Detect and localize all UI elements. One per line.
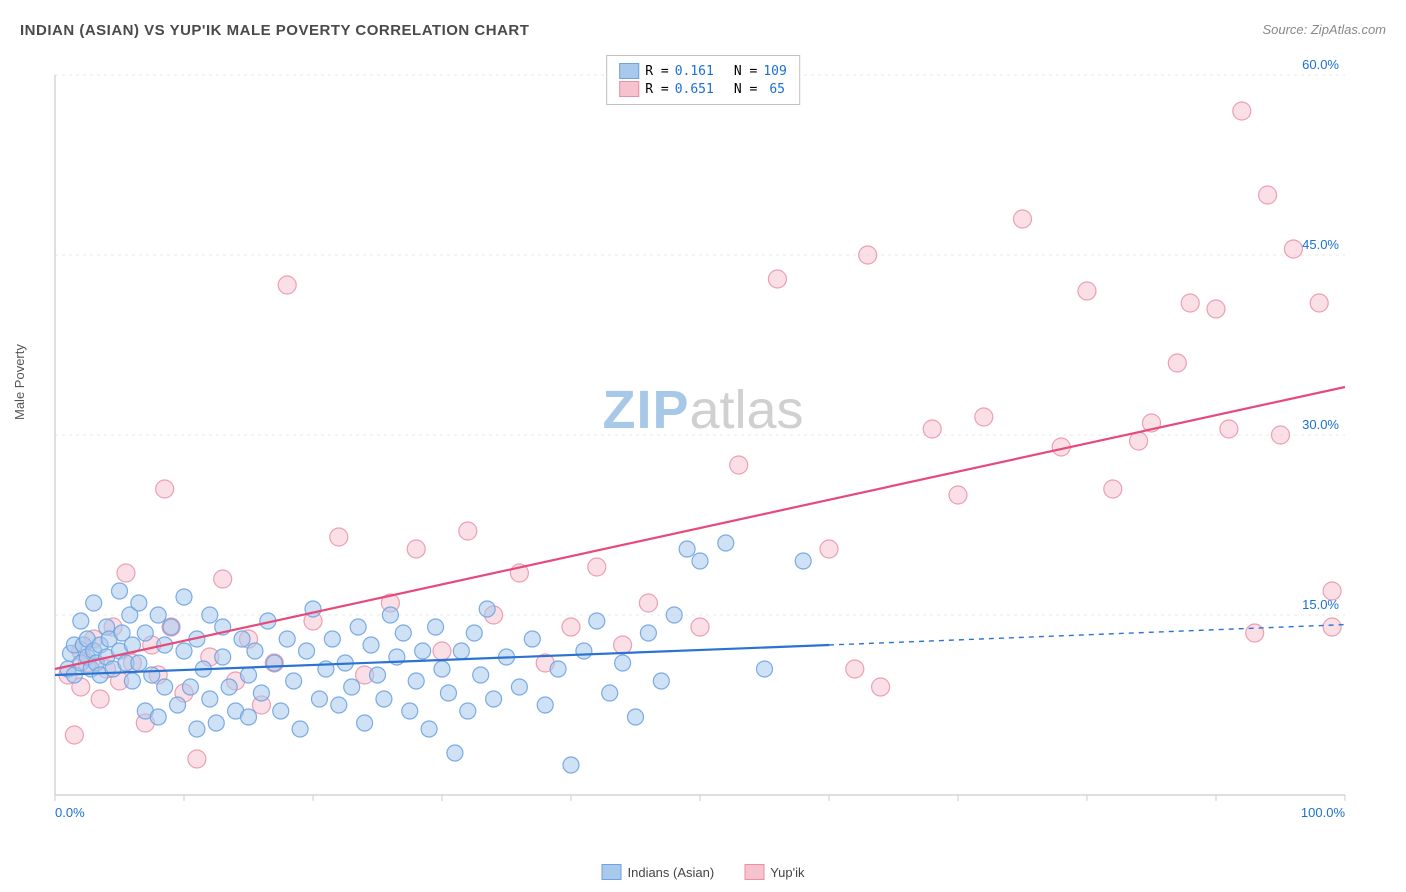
legend-n-label: N =	[734, 82, 757, 97]
legend-n-value: 109	[763, 64, 786, 79]
legend-row-blue: R = 0.161 N = 109	[619, 62, 787, 80]
legend-n-label: N =	[734, 64, 757, 79]
legend-r-value: 0.651	[675, 82, 714, 97]
legend-r-label: R =	[645, 82, 668, 97]
legend-swatch-pink	[619, 81, 639, 97]
legend-row-pink: R = 0.651 N = 65	[619, 80, 787, 98]
legend-swatch-pink	[744, 864, 764, 880]
legend-swatch-blue	[601, 864, 621, 880]
legend-swatch-blue	[619, 63, 639, 79]
legend-n-value: 65	[763, 82, 785, 97]
chart-container: INDIAN (ASIAN) VS YUP'IK MALE POVERTY CO…	[0, 0, 1406, 892]
legend-r-label: R =	[645, 64, 668, 79]
svg-text:30.0%: 30.0%	[1302, 417, 1339, 432]
series-legend: Indians (Asian) Yup'ik	[601, 864, 804, 880]
legend-item-pink: Yup'ik	[744, 864, 804, 880]
scatter-chart-svg: 15.0%30.0%45.0%60.0%0.0%100.0%	[0, 0, 1406, 892]
svg-text:0.0%: 0.0%	[55, 805, 85, 820]
legend-item-blue: Indians (Asian)	[601, 864, 714, 880]
legend-label: Indians (Asian)	[627, 865, 714, 880]
svg-text:60.0%: 60.0%	[1302, 57, 1339, 72]
legend-r-value: 0.161	[675, 64, 714, 79]
svg-text:45.0%: 45.0%	[1302, 237, 1339, 252]
legend-label: Yup'ik	[770, 865, 804, 880]
svg-text:100.0%: 100.0%	[1301, 805, 1346, 820]
correlation-legend: R = 0.161 N = 109 R = 0.651 N = 65	[606, 55, 800, 105]
